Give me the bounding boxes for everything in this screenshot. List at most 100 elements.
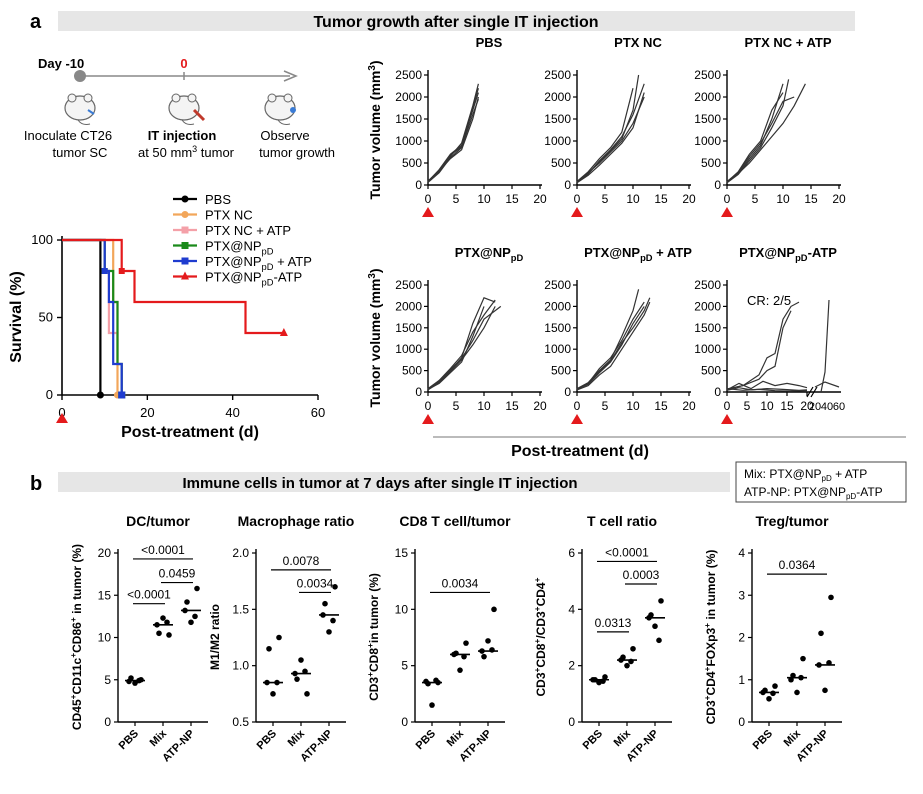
- data-point: [298, 657, 304, 663]
- data-point: [481, 653, 487, 660]
- growth-y-tick-label: 2000: [544, 299, 571, 313]
- growth-line: [726, 92, 784, 183]
- legend-marker: [181, 195, 189, 203]
- immune-y-tick-label: 0: [738, 715, 745, 729]
- data-point: [156, 630, 162, 637]
- immune-y-label: CD45+CD11c+CD86+ in tumor (%): [68, 544, 84, 730]
- shared-xlabel: Post-treatment (d): [511, 443, 649, 460]
- immune-y-tick-label: 3: [738, 588, 745, 602]
- survival-y-tick-label: 0: [46, 387, 53, 402]
- growth-x-tick-label: 20: [533, 399, 547, 413]
- data-point: [433, 677, 439, 684]
- growth-y-tick-label: 0: [564, 385, 571, 399]
- immune-y-tick-label: 1: [738, 673, 745, 687]
- mouse-icon: [168, 93, 206, 125]
- data-point: [658, 598, 664, 604]
- abbreviation-line1: Mix: PTX@NPpD + ATP: [744, 467, 867, 483]
- growth-x-tick-label: 60: [833, 401, 845, 413]
- growth-x-tick-label: 10: [626, 399, 640, 413]
- immune-y-tick-label: 15: [395, 546, 409, 560]
- data-point: [330, 617, 336, 624]
- data-point: [188, 619, 194, 626]
- data-point: [620, 654, 626, 661]
- growth-line: [576, 96, 645, 183]
- data-point: [818, 630, 824, 637]
- growth-line: [427, 83, 479, 183]
- growth-y-tick-label: 1000: [395, 134, 422, 148]
- immune-panel-title: T cell ratio: [587, 513, 657, 529]
- growth-y-tick-label: 1500: [395, 321, 422, 335]
- data-point: [184, 599, 190, 605]
- growth-line: [726, 388, 808, 392]
- growth-y-tick-label: 2000: [694, 90, 721, 104]
- data-point: [772, 683, 778, 689]
- immune-y-tick-label: 10: [98, 631, 112, 645]
- growth-x-tick-label: 5: [602, 192, 609, 206]
- immune-y-label: M1/M2 ratio: [208, 604, 222, 670]
- mouse-icon: [64, 93, 96, 125]
- data-point: [194, 585, 200, 592]
- growth-y-tick-label: 0: [714, 385, 721, 399]
- data-point: [128, 675, 134, 681]
- timeline-step1-line1: Inoculate CT26: [24, 128, 112, 143]
- immune-y-tick-label: 4: [568, 602, 575, 616]
- growth-y-tick-label: 1000: [544, 342, 571, 356]
- immune-x-tick-label: PBS: [581, 728, 605, 752]
- growth-x-tick-label: 15: [780, 399, 794, 413]
- timeline-step1-line2: tumor SC: [53, 145, 108, 160]
- immune-panel-title: Macrophage ratio: [238, 513, 355, 529]
- growth-y-label: Tumor volume (mm3): [367, 269, 384, 408]
- growth-y-tick-label: 500: [551, 364, 571, 378]
- legend-label: PTX NC + ATP: [205, 223, 291, 238]
- p-value-label: <0.0001: [127, 588, 171, 602]
- growth-y-tick-label: 2500: [694, 68, 721, 82]
- legend-marker: [181, 226, 189, 234]
- panel-a-banner-bg: [58, 11, 855, 31]
- treatment-arrow-icon: [721, 207, 733, 217]
- immune-x-tick-label: Mix: [148, 727, 170, 749]
- immune-y-label: CD3+CD8+in tumor (%): [365, 573, 381, 701]
- p-value-label: 0.0003: [623, 568, 660, 582]
- growth-x-tick-label: 15: [654, 399, 668, 413]
- growth-x-tick-label: 10: [626, 192, 640, 206]
- data-point: [160, 615, 166, 621]
- growth-panel: 0 500 1000 1500 2000 2500 0 5 10 15 20 PTX NC: [544, 35, 696, 217]
- growth-x-tick-label: 10: [477, 192, 491, 206]
- immune-y-tick-label: 15: [98, 588, 112, 602]
- growth-line: [427, 92, 479, 182]
- data-point: [332, 584, 338, 590]
- growth-x-tick-label: 5: [602, 399, 609, 413]
- growth-line: [726, 83, 806, 183]
- treatment-arrow-icon: [721, 414, 733, 424]
- data-point: [192, 613, 198, 620]
- data-point: [164, 619, 170, 626]
- p-value-label: 0.0364: [779, 558, 816, 572]
- growth-panel: 0 500 1000 1500 2000 2500 0 5 10 15 20 PTX@NPpD + A…: [544, 245, 696, 424]
- timeline-start-dot: [74, 70, 86, 82]
- immune-x-tick-label: Mix: [782, 727, 804, 749]
- data-point: [463, 640, 469, 646]
- survival-point: [279, 328, 288, 336]
- data-point: [457, 667, 463, 673]
- survival-point: [96, 391, 104, 399]
- immune-y-tick-label: 2: [568, 659, 575, 673]
- growth-line: [427, 88, 479, 183]
- growth-line: [576, 289, 640, 390]
- immune-y-tick-label: 1.5: [232, 602, 249, 616]
- survival-x-label: Post-treatment (d): [121, 424, 259, 441]
- growth-line: [726, 380, 808, 391]
- growth-line: [427, 297, 496, 390]
- growth-y-tick-label: 1500: [694, 321, 721, 335]
- growth-y-tick-label: 500: [701, 364, 721, 378]
- immune-y-tick-label: 20: [98, 546, 112, 560]
- treatment-arrow-icon: [571, 207, 583, 217]
- growth-line: [820, 299, 830, 393]
- immune-x-tick-label: PBS: [751, 728, 775, 752]
- survival-y-tick-label: 50: [39, 310, 53, 325]
- growth-y-tick-label: 2500: [544, 278, 571, 292]
- data-point: [770, 690, 776, 697]
- immune-y-tick-label: 5: [104, 673, 111, 687]
- growth-panel-title: PTX@NPpD + ATP: [584, 245, 692, 263]
